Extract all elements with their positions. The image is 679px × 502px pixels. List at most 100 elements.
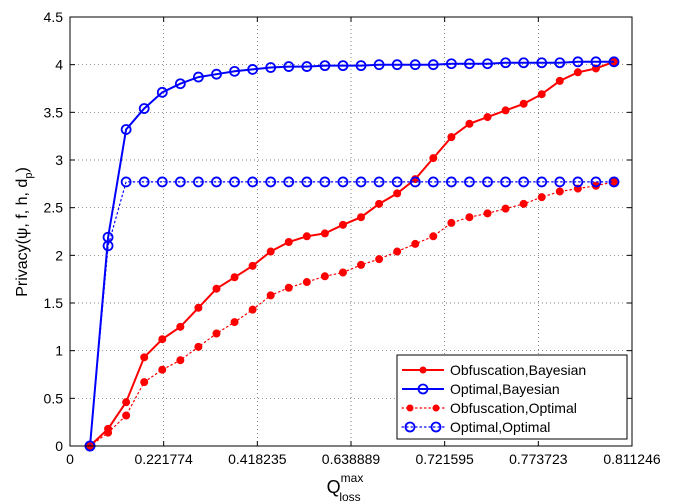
data-point: [122, 411, 131, 420]
data-point: [483, 209, 492, 218]
data-point: [212, 329, 221, 338]
data-point: [229, 176, 240, 188]
data-point: [338, 268, 347, 277]
data-point: [375, 199, 384, 208]
data-point: [572, 56, 584, 68]
data-point: [320, 229, 329, 238]
data-point: [608, 56, 620, 68]
data-point: [193, 176, 204, 188]
data-point: [212, 284, 221, 293]
data-point: [248, 305, 257, 314]
y-tick-label: 1.5: [44, 295, 64, 311]
series-line: [89, 60, 614, 447]
x-tick-label: 0.221774: [134, 451, 193, 467]
data-point: [536, 57, 548, 69]
data-point: [445, 176, 457, 188]
data-point: [590, 56, 602, 68]
legend-marker: [419, 366, 427, 374]
series-layer: [84, 56, 620, 452]
y-tick-label: 1: [55, 343, 63, 359]
data-point: [211, 176, 222, 188]
data-point: [464, 58, 475, 70]
data-point: [429, 154, 438, 163]
data-point: [120, 176, 132, 188]
data-point: [265, 176, 277, 188]
data-point: [338, 220, 347, 229]
data-point: [500, 57, 511, 69]
data-point: [284, 283, 293, 292]
data-point: [247, 64, 259, 75]
data-point: [176, 356, 185, 365]
data-point: [391, 176, 403, 188]
data-point: [409, 176, 421, 188]
y-tick-label: 3.5: [44, 104, 64, 120]
data-point: [194, 342, 203, 351]
data-point: [138, 103, 150, 114]
data-point: [465, 213, 474, 222]
x-axis-label: Qmax loss: [327, 471, 364, 502]
data-point: [319, 176, 331, 188]
data-point: [194, 303, 203, 312]
data-point: [482, 58, 493, 70]
series-optimal-bayesian: [84, 56, 620, 452]
data-point: [427, 59, 439, 71]
data-point: [447, 218, 456, 227]
legend-label: Optimal,Optimal: [450, 419, 550, 435]
data-point: [554, 176, 566, 188]
data-point: [393, 247, 402, 256]
data-point: [373, 59, 385, 71]
y-tick-label: 3: [55, 152, 63, 168]
y-tick-label: 2.5: [44, 200, 64, 216]
series-obfuscation-optimal: [86, 177, 618, 450]
data-point: [518, 57, 530, 69]
data-point: [140, 353, 149, 362]
data-point: [501, 204, 510, 213]
data-point: [555, 76, 564, 85]
data-point: [320, 272, 329, 281]
data-point: [393, 189, 402, 198]
data-point: [483, 113, 492, 122]
y-tick-label: 4.5: [44, 9, 64, 25]
data-point: [608, 176, 620, 188]
data-point: [429, 232, 438, 241]
data-point: [590, 176, 602, 188]
data-point: [411, 239, 420, 248]
data-point: [445, 58, 457, 70]
legend-marker: [432, 404, 440, 412]
data-point: [266, 247, 275, 256]
x-tick-label: 0.638889: [322, 451, 381, 467]
data-point: [211, 68, 222, 80]
data-point: [193, 71, 204, 83]
y-tick-label: 4: [55, 57, 63, 73]
data-point: [573, 68, 582, 77]
data-point: [102, 240, 114, 252]
data-point: [319, 60, 331, 72]
data-point: [122, 398, 131, 407]
y-tick-label: 2: [55, 247, 63, 263]
data-point: [518, 176, 530, 188]
data-point: [104, 428, 113, 437]
y-tick-label: 0: [55, 438, 63, 454]
data-point: [555, 187, 564, 196]
data-point: [519, 99, 528, 108]
axes: 0 0.221774 0.418235 0.638889 0.721595 0.77372…: [44, 9, 661, 467]
data-point: [357, 213, 366, 222]
data-point: [120, 124, 132, 135]
data-point: [247, 176, 259, 188]
data-point: [375, 255, 384, 264]
data-point: [554, 57, 566, 69]
data-point: [283, 61, 295, 72]
data-point: [427, 176, 439, 188]
data-point: [174, 78, 186, 90]
data-point: [301, 61, 313, 72]
series-optimal-optimal: [84, 176, 620, 452]
data-point: [302, 232, 311, 241]
data-point: [158, 335, 167, 344]
data-point: [156, 176, 168, 188]
data-point: [447, 133, 456, 142]
data-point: [266, 291, 275, 300]
data-point: [500, 176, 511, 188]
data-point: [337, 60, 349, 72]
data-point: [284, 237, 293, 246]
